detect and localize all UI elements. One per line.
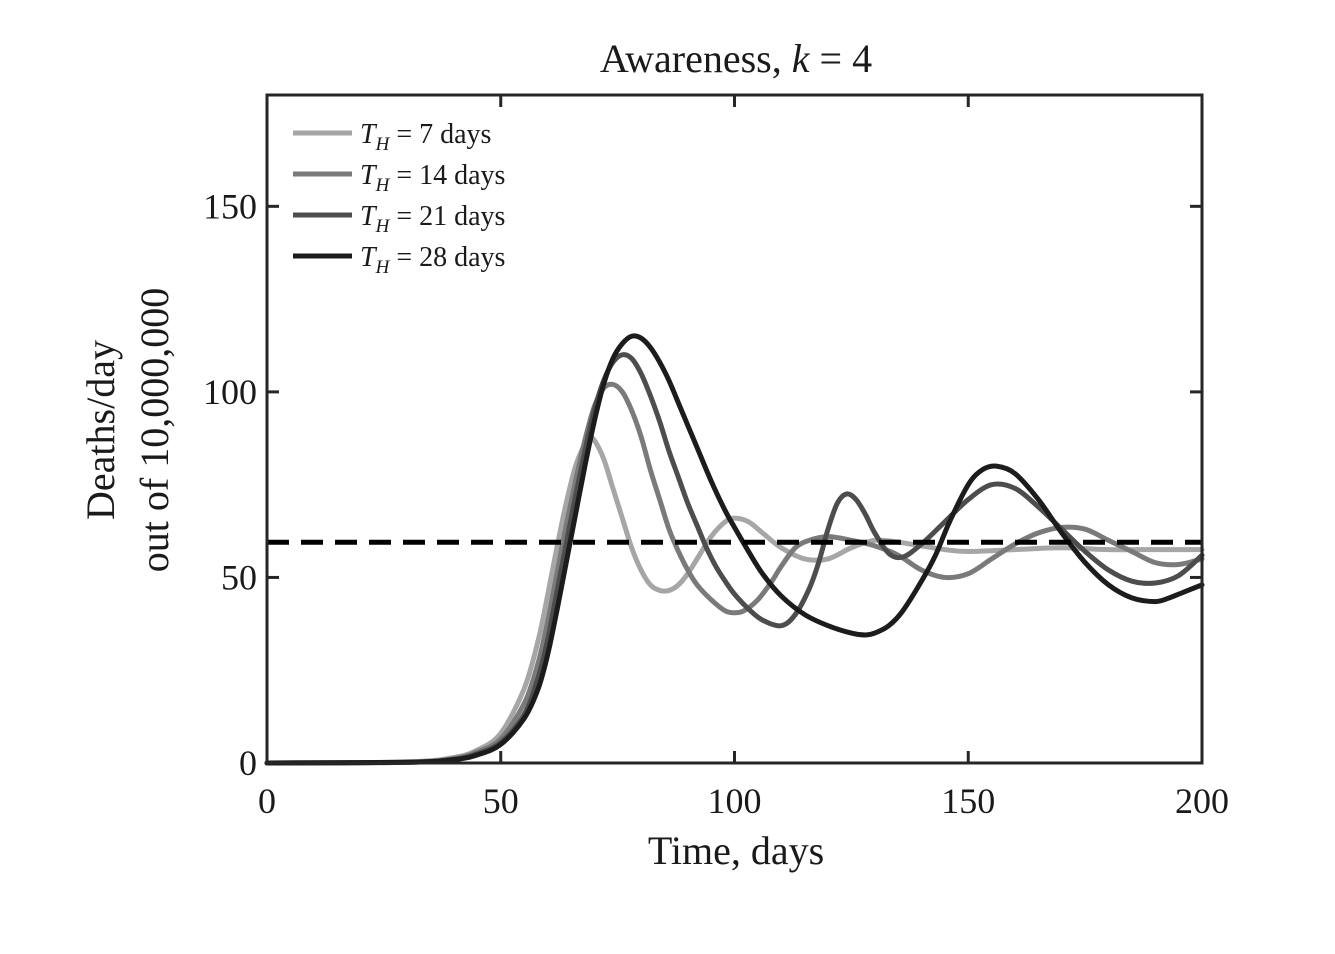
x-axis-label: Time, days: [648, 828, 824, 873]
legend-label: TH = 28 days: [360, 242, 505, 278]
y-tick-label: 100: [203, 372, 257, 412]
series-line-4: [264, 333, 1205, 766]
y-tick-label: 150: [203, 186, 257, 226]
legend-label: TH = 7 days: [360, 119, 491, 155]
y-tick-label: 50: [221, 557, 257, 597]
x-tick-label: 0: [258, 781, 276, 821]
legend-label: TH = 21 days: [360, 201, 505, 237]
axes-frame: [265, 93, 1204, 765]
legend-entry-3: TH = 21 days: [293, 201, 505, 237]
plot-area: [267, 95, 1202, 763]
y-tick-label: 0: [239, 743, 257, 783]
x-tick-label: 200: [1175, 781, 1229, 821]
legend-entry-4: TH = 28 days: [293, 242, 505, 278]
legend-entry-1: TH = 7 days: [293, 119, 491, 155]
x-tick-label: 100: [708, 781, 762, 821]
legend-label: TH = 14 days: [360, 160, 505, 196]
series-lines: [264, 333, 1205, 766]
x-tick-label: 150: [941, 781, 995, 821]
chart-title: Awareness, k = 4: [600, 36, 872, 81]
y-axis-label: Deaths/day out of 10,000,000: [78, 288, 177, 572]
legend: TH = 7 days TH = 14 days TH = 21 days TH = …: [293, 119, 505, 278]
tick-labels: 0 50 100 150 200 0 50 100 150: [203, 186, 1229, 821]
x-tick-label: 50: [483, 781, 519, 821]
y-axis-label-line2: out of 10,000,000: [132, 288, 177, 572]
legend-entry-2: TH = 14 days: [293, 160, 505, 196]
series-line-2: [264, 381, 1205, 766]
series-line-3: [264, 352, 1205, 766]
y-axis-label-line1: Deaths/day: [78, 340, 123, 520]
